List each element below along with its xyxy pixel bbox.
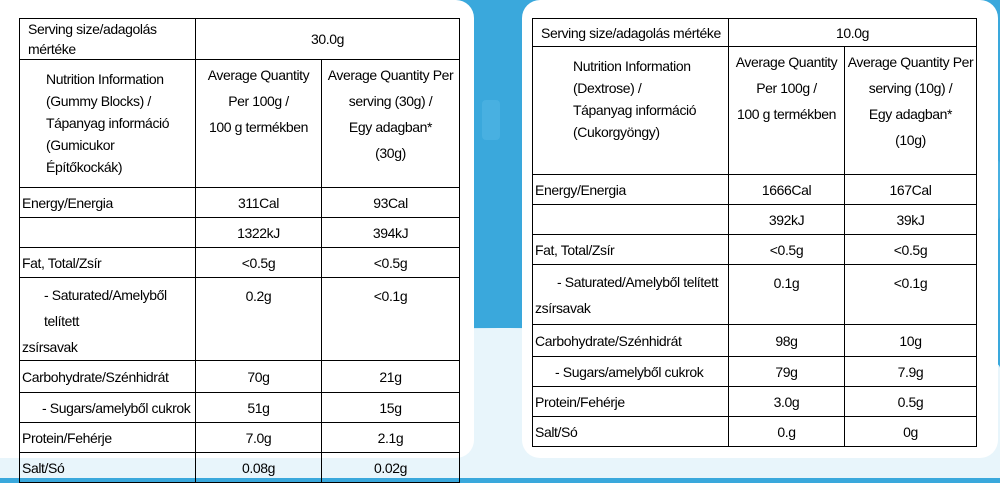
table-row: Fat, Total/Zsír <0.5g <0.5g [532,234,978,265]
table-row: Fat, Total/Zsír <0.5g <0.5g [19,247,461,278]
background-tree [482,100,500,140]
table-row: - Sugars/amelyből cukrok 79g 7.9g [532,356,978,387]
nutrition-panel-dextrose: Serving size/adagolás mértéke 10.0g Nutr… [522,0,998,458]
nutrition-info-header: Nutrition Information (Dextrose) / Tápan… [532,46,729,175]
per-serving-header: Average Quantity Per serving (10g) / Egy… [843,46,978,175]
table-row: 1322kJ 394kJ [19,217,461,248]
header-row: Nutrition Information (Dextrose) / Tápan… [532,46,978,175]
table-row: Carbohydrate/Szénhidrát 98g 10g [532,324,978,357]
table-row: Salt/Só 0.g 0g [532,416,978,447]
serving-size-row: Serving size/adagolás mértéke 30.0g [19,18,461,60]
serving-size-label: Serving size/adagolás mértéke [19,18,196,60]
table-row: Protein/Fehérje 7.0g 2.1g [19,422,461,453]
table-row: Carbohydrate/Szénhidrát 70g 21g [19,360,461,393]
table-row: 392kJ 39kJ [532,204,978,235]
table-row: Energy/Energia 311Cal 93Cal [19,187,461,218]
table-row: - Sugars/amelyből cukrok 51g 15g [19,392,461,423]
table-row: Energy/Energia 1666Cal 167Cal [532,174,978,205]
table-row: Protein/Fehérje 3.0g 0.5g [532,386,978,417]
per-100g-header: Average Quantity Per 100g / 100 g termék… [728,46,845,175]
nutrition-info-header: Nutrition Information (Gummy Blocks) / T… [19,59,196,188]
serving-size-label: Serving size/adagolás mértéke [532,18,729,47]
serving-size-value: 10.0g [727,18,978,47]
per-100g-header: Average Quantity Per 100g / 100 g termék… [195,59,322,188]
nutrition-table-gummy: Serving size/adagolás mértéke 30.0g Nutr… [19,18,461,483]
table-row: - Saturated/Amelyből telített zsírsavak … [532,264,978,325]
table-row: Salt/Só 0.08g 0.02g [19,452,461,483]
nutrition-panel-gummy: Serving size/adagolás mértéke 30.0g Nutr… [0,0,474,483]
serving-size-row: Serving size/adagolás mértéke 10.0g [532,18,978,47]
per-serving-header: Average Quantity Per serving (30g) / Egy… [320,59,461,188]
header-row: Nutrition Information (Gummy Blocks) / T… [19,59,461,188]
nutrition-table-dextrose: Serving size/adagolás mértéke 10.0g Nutr… [532,18,978,447]
table-row: - Saturated/Amelyből telített zsírsavak … [19,277,461,361]
serving-size-value: 30.0g [194,18,461,60]
